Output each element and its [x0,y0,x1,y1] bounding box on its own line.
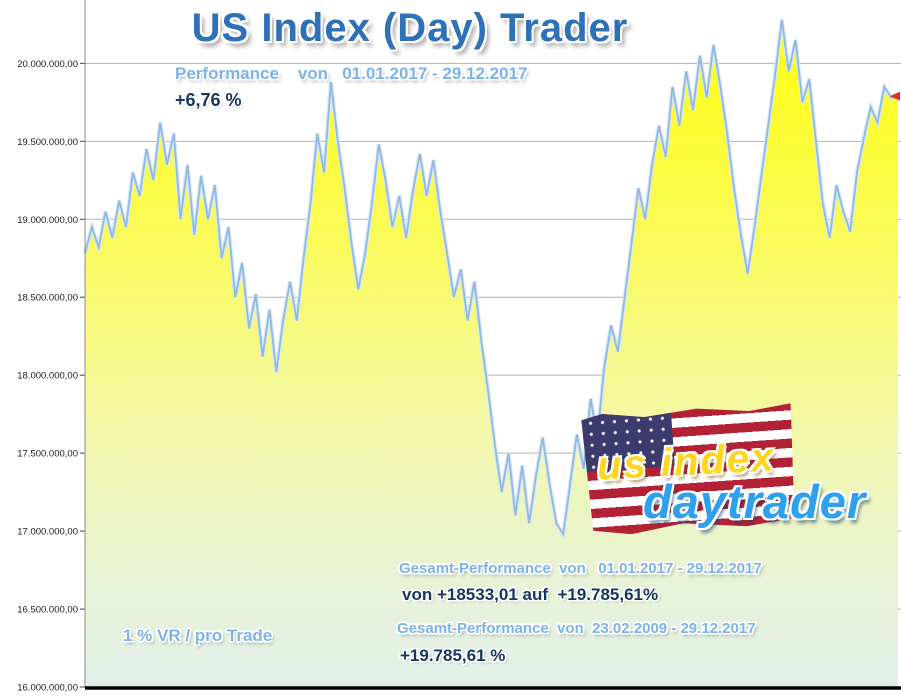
daytrader-logo: us index daytrader [575,400,901,550]
y-tick-label: 16.500.000,00 [17,605,78,616]
summary-period-total-label: Gesamt-Performance von 23.02.2009 - 29.1… [397,620,756,637]
logo-text-daytrader: daytrader [643,475,867,528]
y-tick-label: 18.000.000,00 [17,371,78,382]
y-tick-label: 17.500.000,00 [17,449,78,460]
y-tick-label: 19.000.000,00 [17,215,78,226]
summary-period-2017-label: Gesamt-Performance von 01.01.2017 - 29.1… [399,560,762,577]
y-tick-label: 17.000.000,00 [17,527,78,538]
y-tick-label: 19.500.000,00 [17,137,78,148]
last-value-marker [890,91,900,101]
vr-per-trade-label: 1 % VR / pro Trade [123,626,273,645]
y-tick-label: 20.000.000,00 [17,59,78,70]
y-tick-label: 16.000.000,00 [17,683,78,694]
y-tick-label: 18.500.000,00 [17,293,78,304]
performance-value: +6,76 % [175,90,242,110]
summary-values-2017: von +18533,01 auf +19.785,61% [402,585,659,604]
summary-total-performance: +19.785,61 % [400,646,506,665]
equity-line [84,19,899,537]
page-title: US Index (Day) Trader [191,6,629,50]
performance-period-label: Performance von 01.01.2017 - 29.12.2017 [175,64,528,83]
